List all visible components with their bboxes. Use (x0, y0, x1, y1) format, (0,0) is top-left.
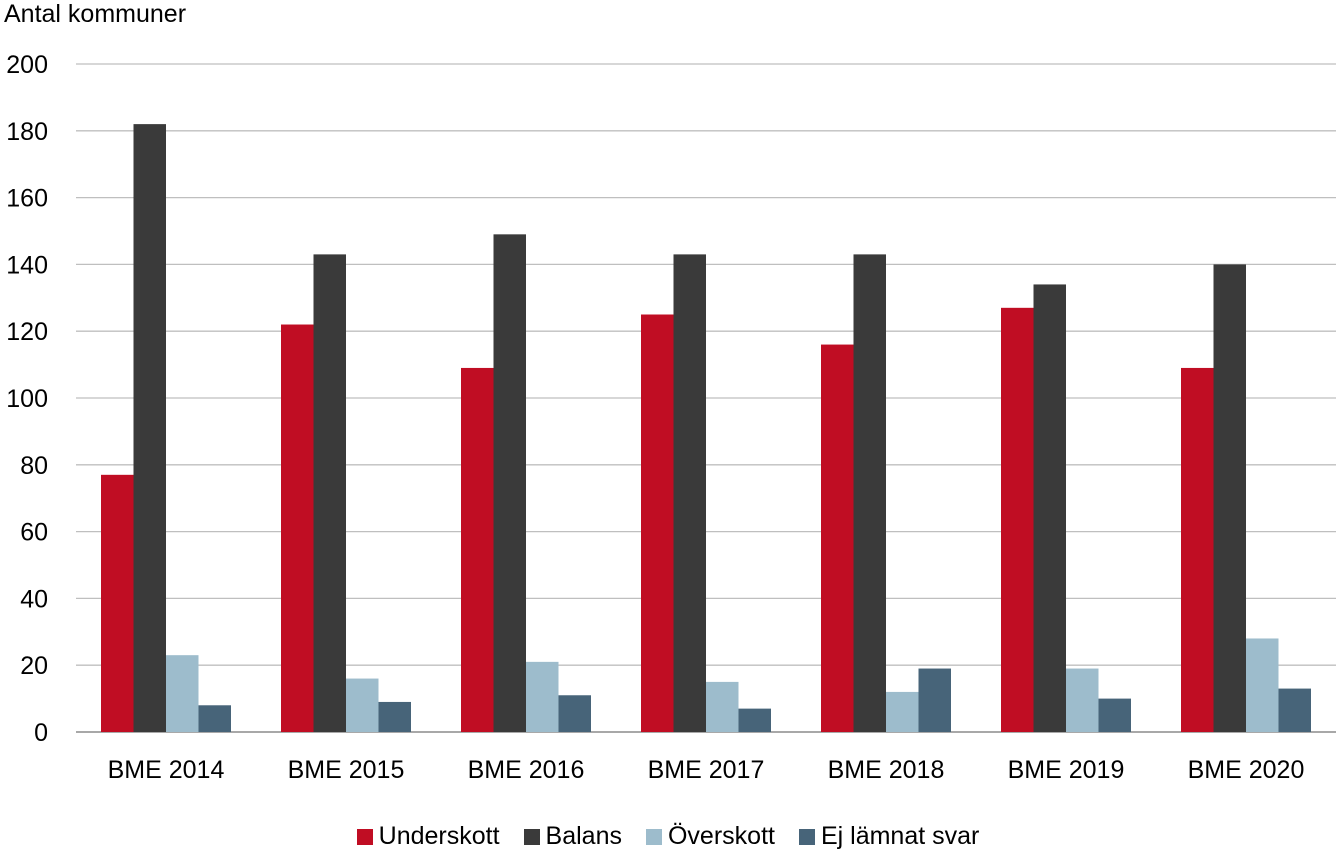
bar (1213, 264, 1246, 732)
bar (1033, 284, 1066, 732)
legend: Underskott Balans Överskott Ej lämnat svar (0, 822, 1336, 851)
bar (918, 668, 951, 732)
y-tick-label: 100 (6, 385, 48, 413)
y-tick-label: 20 (20, 652, 48, 680)
legend-item: Ej lämnat svar (798, 822, 980, 851)
y-tick-label: 180 (6, 118, 48, 146)
legend-label: Ej lämnat svar (820, 822, 980, 850)
y-tick-label: 40 (20, 585, 48, 613)
bar (1066, 668, 1099, 732)
x-tick-label: BME 2015 (288, 756, 405, 784)
bar (821, 344, 854, 732)
x-tick-label: BME 2016 (468, 756, 585, 784)
bar (1181, 367, 1214, 732)
bar (1098, 698, 1131, 732)
bar (706, 681, 739, 732)
legend-item: Underskott (356, 822, 500, 851)
y-tick-label: 80 (20, 452, 48, 480)
x-tick-label: BME 2017 (648, 756, 765, 784)
bar (101, 474, 134, 732)
legend-swatch (798, 828, 815, 845)
bar (346, 678, 379, 732)
y-tick-label: 140 (6, 251, 48, 279)
bar (313, 254, 346, 732)
bar (1246, 638, 1279, 732)
y-tick-label: 200 (6, 51, 48, 79)
bar (281, 324, 314, 732)
bar (1278, 688, 1311, 732)
bar (673, 254, 706, 732)
bar (198, 705, 231, 732)
y-tick-label: 60 (20, 519, 48, 547)
bar (886, 691, 919, 732)
bar (133, 124, 166, 733)
bar (641, 314, 674, 732)
legend-label: Överskott (667, 822, 775, 850)
bar (461, 367, 494, 732)
y-tick-label: 120 (6, 318, 48, 346)
bar (493, 234, 526, 732)
x-tick-label: BME 2018 (828, 756, 945, 784)
bar (166, 655, 199, 732)
legend-item: Överskott (645, 822, 775, 851)
bar (853, 254, 886, 732)
bar (738, 708, 771, 732)
x-tick-label: BME 2020 (1188, 756, 1305, 784)
y-tick-label: 0 (34, 719, 48, 747)
legend-label: Underskott (378, 822, 500, 850)
x-tick-label: BME 2019 (1008, 756, 1125, 784)
legend-swatch (356, 828, 373, 845)
legend-swatch (523, 828, 540, 845)
legend-item: Balans (523, 822, 622, 851)
legend-label: Balans (545, 822, 622, 850)
x-tick-label: BME 2014 (108, 756, 225, 784)
y-tick-label: 160 (6, 185, 48, 213)
bar (378, 701, 411, 732)
bar (1001, 307, 1034, 732)
bar (526, 661, 559, 732)
legend-swatch (645, 828, 662, 845)
bars (101, 124, 1311, 733)
y-axis-title: Antal kommuner (4, 0, 186, 28)
bar (558, 695, 591, 732)
